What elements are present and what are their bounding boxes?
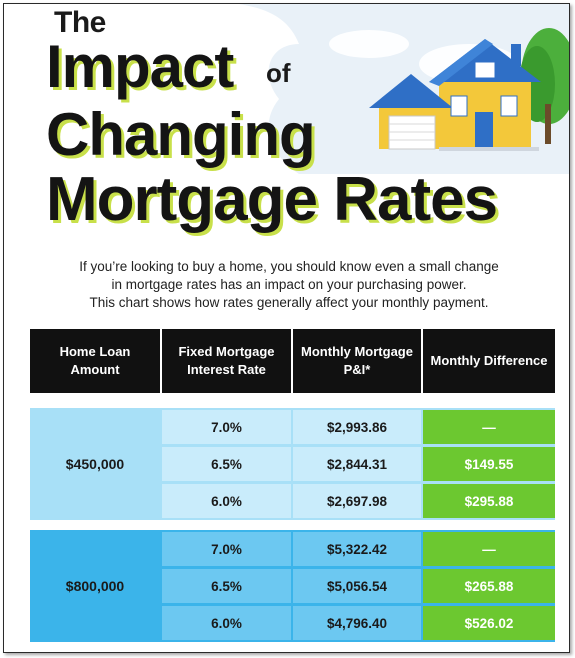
difference-cell: — — [423, 410, 555, 444]
loan-group-800k: $800,000 7.0% $5,322.42 — 6.5% $5,056.54… — [30, 530, 555, 642]
house-illustration — [239, 4, 569, 174]
intro-line: in mortgage rates has an impact on your … — [111, 277, 467, 292]
payment-cell: $2,697.98 — [293, 484, 421, 518]
loan-amount: $800,000 — [65, 578, 125, 594]
title-changing: Changing — [46, 101, 316, 168]
difference-cell: $295.88 — [423, 484, 555, 518]
difference-cell: $149.55 — [423, 447, 555, 481]
intro-text: If you’re looking to buy a home, you sho… — [24, 258, 554, 312]
difference-cell: $265.88 — [423, 569, 555, 603]
rate-cell: 7.0% — [162, 410, 291, 444]
rate-cell: 7.0% — [162, 532, 291, 566]
title-impact: Impact — [46, 33, 234, 100]
payment-cell: $2,844.31 — [293, 447, 421, 481]
intro-line: If you’re looking to buy a home, you sho… — [79, 259, 499, 274]
loan-group-450k: $450,000 7.0% $2,993.86 — 6.5% $2,844.31… — [30, 408, 555, 520]
payment-cell: $5,056.54 — [293, 569, 421, 603]
difference-cell: — — [423, 532, 555, 566]
loan-amount: $450,000 — [65, 456, 125, 472]
title-mortgage-rates: Mortgage Rates — [46, 165, 498, 234]
title-the: The — [54, 6, 106, 39]
title-of: of — [266, 58, 291, 88]
header-interest-rate: Fixed Mortgage Interest Rate — [162, 329, 291, 393]
header-monthly-difference: Monthly Difference — [423, 329, 555, 393]
header-monthly-pi: Monthly Mortgage P&I* — [293, 329, 421, 393]
payment-cell: $4,796.40 — [293, 606, 421, 640]
rate-cell: 6.5% — [162, 569, 291, 603]
infographic: The Impact of Changing Mortgage Rates If… — [3, 3, 570, 653]
rate-cell: 6.5% — [162, 447, 291, 481]
payment-cell: $5,322.42 — [293, 532, 421, 566]
rate-cell: 6.0% — [162, 484, 291, 518]
payment-cell: $2,993.86 — [293, 410, 421, 444]
difference-cell: $526.02 — [423, 606, 555, 640]
header-home-loan-amount: Home Loan Amount — [30, 329, 160, 393]
intro-line: This chart shows how rates generally aff… — [89, 295, 489, 310]
rate-cell: 6.0% — [162, 606, 291, 640]
